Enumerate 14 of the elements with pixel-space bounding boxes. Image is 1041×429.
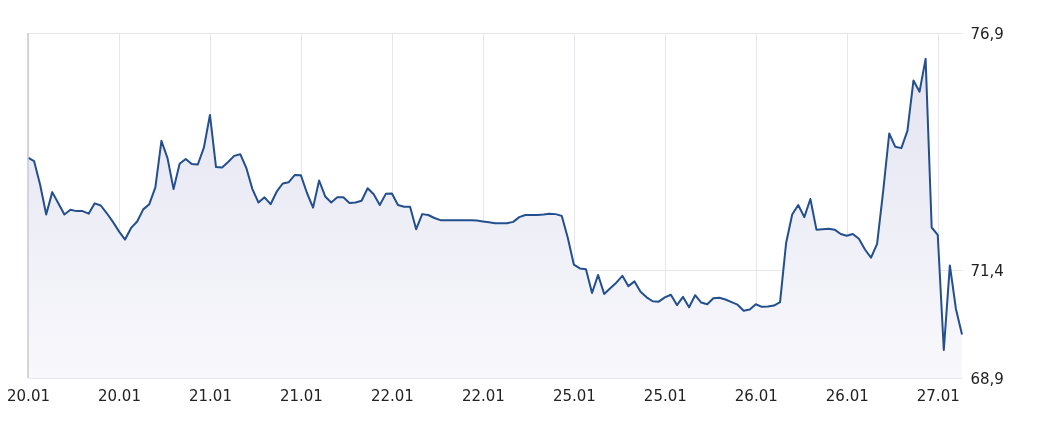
x-tick-label: 25.01 xyxy=(552,386,596,405)
x-tick-label: 21.01 xyxy=(279,386,323,405)
x-tick-label: 27.01 xyxy=(916,386,960,405)
x-tick-label: 25.01 xyxy=(643,386,687,405)
x-tick-label: 21.01 xyxy=(188,386,232,405)
x-tick-label: 22.01 xyxy=(370,386,414,405)
x-tick-label: 20.01 xyxy=(98,386,141,405)
y-tick-label: 71,4 xyxy=(970,261,1004,280)
x-tick-label: 22.01 xyxy=(461,386,505,405)
x-tick-label: 26.01 xyxy=(825,386,869,405)
y-tick-label: 68,9 xyxy=(970,369,1004,388)
x-tick-label: 26.01 xyxy=(734,386,778,405)
y-tick-label: 76,9 xyxy=(970,24,1004,43)
x-tick-label: 20.01 xyxy=(7,386,50,405)
